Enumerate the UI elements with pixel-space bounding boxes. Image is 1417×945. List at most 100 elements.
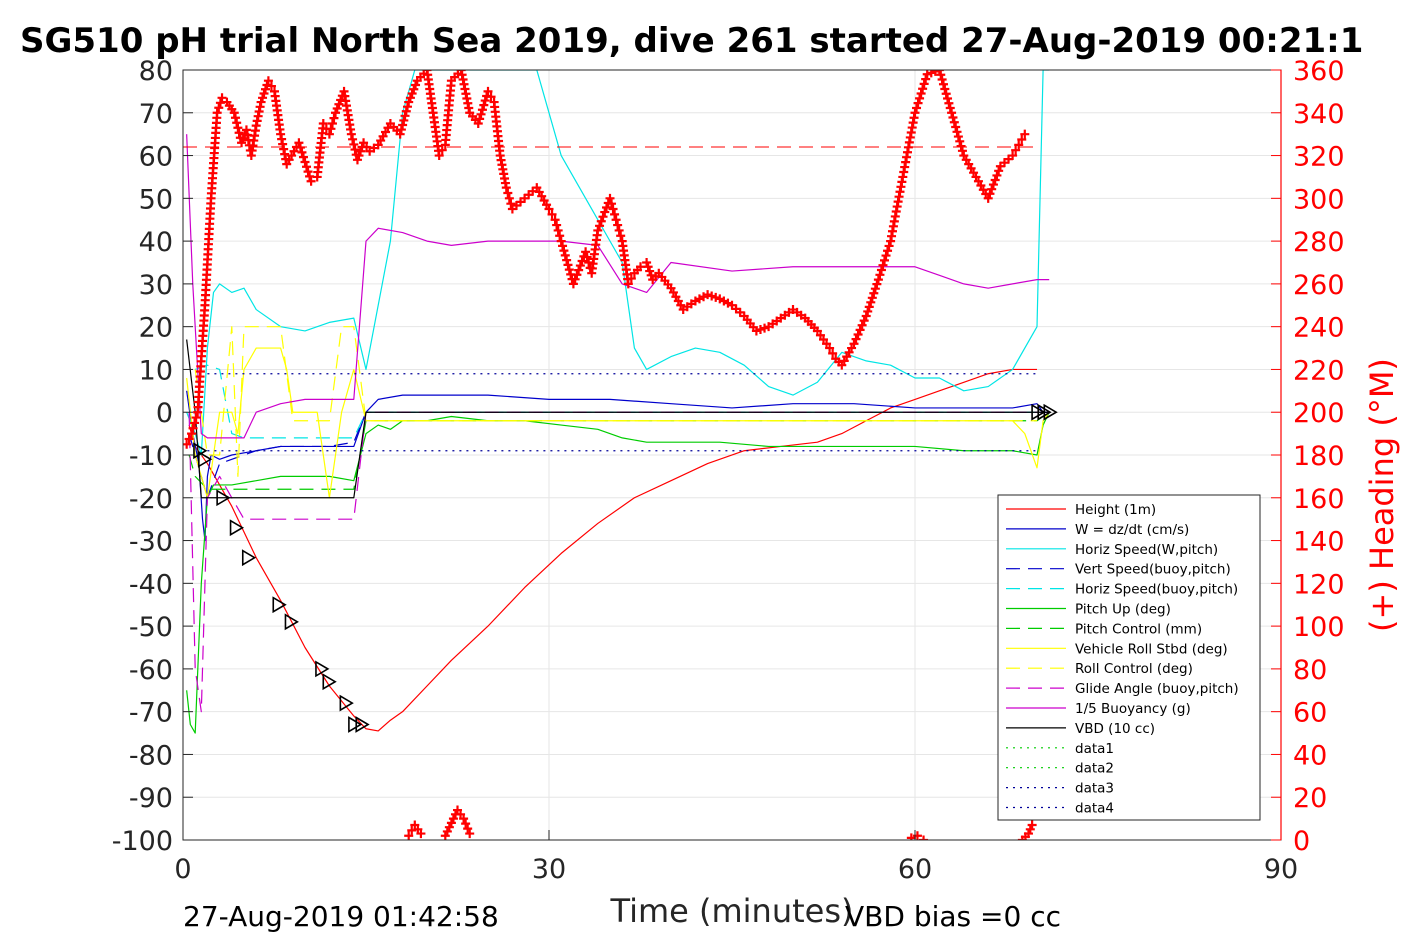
x-tick-label: 0 <box>174 854 191 885</box>
heading-marker <box>910 108 920 118</box>
heading-marker <box>476 109 486 119</box>
series-line <box>186 411 1050 734</box>
legend-label: data4 <box>1075 801 1114 817</box>
heading-marker <box>214 103 224 113</box>
heading-marker <box>949 117 959 127</box>
heading-marker <box>636 262 645 272</box>
y-tick-label: -20 <box>129 484 173 515</box>
y-tick-label: 70 <box>139 99 173 130</box>
heading-marker <box>600 207 610 217</box>
heading-marker <box>558 241 568 251</box>
legend-label: data2 <box>1075 761 1114 777</box>
heading-marker <box>306 176 316 186</box>
heading-marker <box>329 113 339 123</box>
heading-marker <box>944 98 954 108</box>
heading-marker <box>404 831 414 840</box>
heading-marker <box>948 113 958 123</box>
heading-marker <box>217 93 227 103</box>
heading-marker <box>416 829 426 839</box>
heading-marker <box>602 203 612 212</box>
y-tick-label: 30 <box>139 270 173 301</box>
heading-marker <box>582 252 592 262</box>
right-tick-label: 260 <box>1293 270 1345 301</box>
footer-timestamp: 27-Aug-2019 01:42:58 <box>183 900 499 933</box>
heading-marker <box>607 199 617 209</box>
heading-marker <box>187 429 197 439</box>
heading-marker <box>881 251 891 261</box>
right-tick-label: 200 <box>1293 398 1345 429</box>
heading-marker <box>552 220 562 230</box>
heading-marker <box>354 151 364 161</box>
heading-marker <box>990 175 1000 185</box>
heading-marker <box>556 236 566 246</box>
heading-marker <box>400 111 410 121</box>
heading-marker <box>395 129 405 139</box>
right-axis-label: (+) Heading (°M) <box>1363 358 1401 632</box>
heading-marker <box>503 188 513 198</box>
heading-marker <box>305 171 315 181</box>
heading-marker <box>434 151 444 161</box>
heading-marker <box>992 170 1002 180</box>
heading-marker <box>463 824 473 834</box>
heading-marker <box>483 86 493 96</box>
heading-marker <box>300 157 310 167</box>
heading-marker <box>828 348 838 358</box>
right-tick-label: 280 <box>1293 227 1345 258</box>
y-tick-label: -50 <box>129 612 173 643</box>
heading-marker <box>504 193 514 203</box>
height-marker <box>216 489 231 507</box>
heading-marker <box>953 132 963 142</box>
height-marker <box>193 442 208 460</box>
right-tick-label: 300 <box>1293 184 1345 215</box>
footer-vbd-bias: VBD bias =0 cc <box>845 900 1061 933</box>
height-marker <box>241 549 257 567</box>
heading-marker <box>577 256 587 266</box>
heading-marker <box>875 270 885 280</box>
heading-marker <box>1027 820 1037 830</box>
heading-marker <box>611 215 621 225</box>
legend-label: Horiz Speed(buoy,pitch) <box>1075 582 1238 598</box>
y-tick-label: 80 <box>139 56 173 87</box>
series-line <box>186 347 1050 499</box>
legend: Height (1m) W = dz/dt (cm/s) Horiz Speed(W… <box>997 494 1261 821</box>
heading-marker <box>229 108 239 118</box>
y-tick-label: -100 <box>112 826 173 857</box>
legend-label: Roll Control (deg) <box>1075 661 1193 677</box>
heading-marker <box>399 115 409 125</box>
heading-marker <box>921 74 931 84</box>
right-tick-label: 360 <box>1293 56 1345 87</box>
heading-marker <box>570 274 580 284</box>
right-tick-label: 20 <box>1293 783 1327 814</box>
heading-marker <box>1023 829 1033 839</box>
heading-marker <box>870 284 880 294</box>
heading-marker <box>616 231 626 241</box>
heading-marker <box>919 835 929 840</box>
y-tick-label: 60 <box>139 142 173 173</box>
heading-marker <box>232 118 242 128</box>
x-tick-label: 30 <box>532 854 566 885</box>
heading-marker <box>233 123 243 133</box>
heading-marker <box>945 103 955 113</box>
heading-marker <box>331 108 340 118</box>
heading-marker <box>298 152 308 162</box>
heading-marker <box>190 418 200 428</box>
heading-marker <box>486 92 496 102</box>
heading-marker <box>938 79 948 89</box>
height-marker <box>198 450 213 468</box>
heading-marker <box>584 258 594 267</box>
heading-marker <box>332 104 342 113</box>
heading-marker <box>983 193 993 203</box>
series-line <box>186 70 1050 456</box>
legend-label: data1 <box>1075 741 1114 757</box>
heading-marker <box>575 261 585 271</box>
heading-marker <box>191 413 201 423</box>
heading-marker <box>876 265 886 275</box>
heading-marker <box>259 89 269 99</box>
height-marker <box>322 673 337 691</box>
heading-marker <box>237 138 247 148</box>
right-tick-label: 180 <box>1293 441 1345 472</box>
right-tick-label: 0 <box>1293 826 1310 857</box>
heading-marker <box>864 302 874 312</box>
right-tick-label: 100 <box>1293 612 1345 643</box>
heading-marker <box>407 89 417 99</box>
